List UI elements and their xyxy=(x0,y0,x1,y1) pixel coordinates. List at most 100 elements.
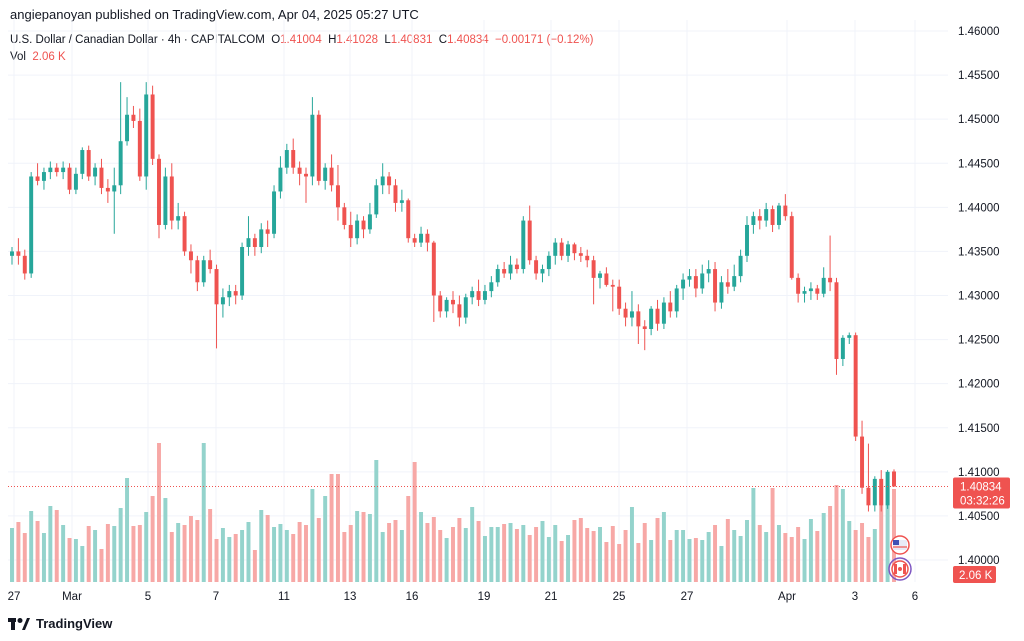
volume-bar xyxy=(732,530,737,582)
candle-body xyxy=(470,291,475,298)
candle-body xyxy=(693,276,698,289)
x-tick-label: 7 xyxy=(213,591,219,603)
volume-bar xyxy=(233,534,238,582)
candle-body xyxy=(29,176,34,274)
volume-bar xyxy=(776,525,781,582)
candle-body xyxy=(700,273,705,289)
volume-bar xyxy=(335,474,340,582)
candle-body xyxy=(476,291,481,300)
x-tick-label: 27 xyxy=(8,591,21,603)
x-tick-label: 6 xyxy=(912,591,918,603)
candle-body xyxy=(73,173,78,190)
candle-body xyxy=(323,167,328,181)
volume-bar xyxy=(502,524,507,582)
close-value: 1.40834 xyxy=(447,34,489,46)
time-axis[interactable]: 27 Mar 5 7 11 13 16 19 21 25 27 Apr 3 6 xyxy=(8,591,919,603)
candle-body xyxy=(495,269,500,283)
y-tick-label: 1.45000 xyxy=(958,114,1000,126)
y-tick-label: 1.40500 xyxy=(958,511,1000,523)
candle-body xyxy=(137,120,142,177)
candle-body xyxy=(572,244,577,254)
ca-flag-leaf xyxy=(898,567,902,571)
candle-body xyxy=(10,251,14,256)
ca-flag-right xyxy=(903,564,906,574)
volume-bar xyxy=(131,526,136,582)
volume-bar xyxy=(585,528,590,582)
volume-bar xyxy=(764,532,769,582)
volume-bar xyxy=(112,526,117,582)
volume-axis-label: 2.06 K xyxy=(959,570,993,582)
candle-body xyxy=(438,295,443,312)
volume-bar xyxy=(393,520,398,582)
volume-bar xyxy=(681,530,686,582)
event-markers[interactable] xyxy=(888,535,912,581)
change-value: −0.00171 (−0.12%) xyxy=(495,34,594,46)
candle-body xyxy=(310,114,315,177)
candle-body xyxy=(304,173,308,177)
candle-body xyxy=(367,214,372,230)
volume-bar xyxy=(125,478,130,582)
candle-body xyxy=(815,288,820,294)
volume-bar xyxy=(291,534,296,582)
brand-name: TradingView xyxy=(36,616,113,631)
candle-body xyxy=(246,238,251,248)
volume-bar xyxy=(457,518,462,582)
candle-body xyxy=(834,282,839,359)
price-axis[interactable]: 1.46000 1.45500 1.45000 1.44500 1.44000 1.435… xyxy=(958,26,1000,567)
volume-bar xyxy=(853,530,858,582)
volume-bar xyxy=(348,525,353,582)
volume-bar xyxy=(99,549,104,582)
volume-bar xyxy=(840,489,845,582)
candle-body xyxy=(770,209,775,225)
candle-body xyxy=(674,288,679,312)
volume-bar xyxy=(783,533,788,582)
volume-bar xyxy=(745,520,749,582)
volume-bar xyxy=(668,540,673,582)
volume-bar xyxy=(367,514,372,582)
volume-bar xyxy=(208,509,213,582)
candle-body xyxy=(463,297,468,318)
candle-body xyxy=(847,335,852,338)
volume-bar xyxy=(770,488,775,582)
footer-brand[interactable]: TradingView xyxy=(8,616,112,631)
candle-body xyxy=(22,255,27,274)
candle-body xyxy=(86,150,91,177)
volume-bar xyxy=(508,523,513,582)
volume-bar xyxy=(655,518,660,582)
volume-bar xyxy=(284,530,289,582)
candle-body xyxy=(157,158,161,225)
volume-bar xyxy=(431,517,436,582)
volume-bar xyxy=(54,510,59,582)
volume-bar xyxy=(10,528,14,582)
volume-bar xyxy=(201,443,206,582)
volume-bar xyxy=(796,527,801,582)
candle-body xyxy=(355,220,360,239)
vol-badge: 2.06 K xyxy=(953,566,996,583)
volume-bar xyxy=(246,522,251,582)
volume-bar xyxy=(265,515,270,582)
volume-bar xyxy=(35,521,40,582)
volume-bar xyxy=(86,526,91,582)
volume-bar xyxy=(578,518,583,582)
symbol-title[interactable]: U.S. Dollar / Canadian Dollar · 4h · CAP… xyxy=(10,34,265,46)
volume-bar xyxy=(476,521,481,582)
candle-body xyxy=(821,277,826,294)
volume-bar xyxy=(220,528,225,582)
volume-bar xyxy=(738,536,743,582)
candle-body xyxy=(649,308,654,330)
volume-bar xyxy=(214,539,219,582)
candle-body xyxy=(661,302,666,324)
candle-body xyxy=(598,273,602,278)
volume-bar xyxy=(73,539,78,582)
candle-body xyxy=(489,282,494,292)
candle-body xyxy=(214,269,219,305)
y-tick-label: 1.46000 xyxy=(958,26,1000,38)
candle-body xyxy=(105,187,110,192)
high-label: H xyxy=(328,34,337,46)
candle-body xyxy=(553,242,558,256)
volume-bar xyxy=(489,527,494,582)
volume-bar xyxy=(885,485,890,582)
candle-body xyxy=(406,200,411,239)
candle-body xyxy=(604,273,609,285)
